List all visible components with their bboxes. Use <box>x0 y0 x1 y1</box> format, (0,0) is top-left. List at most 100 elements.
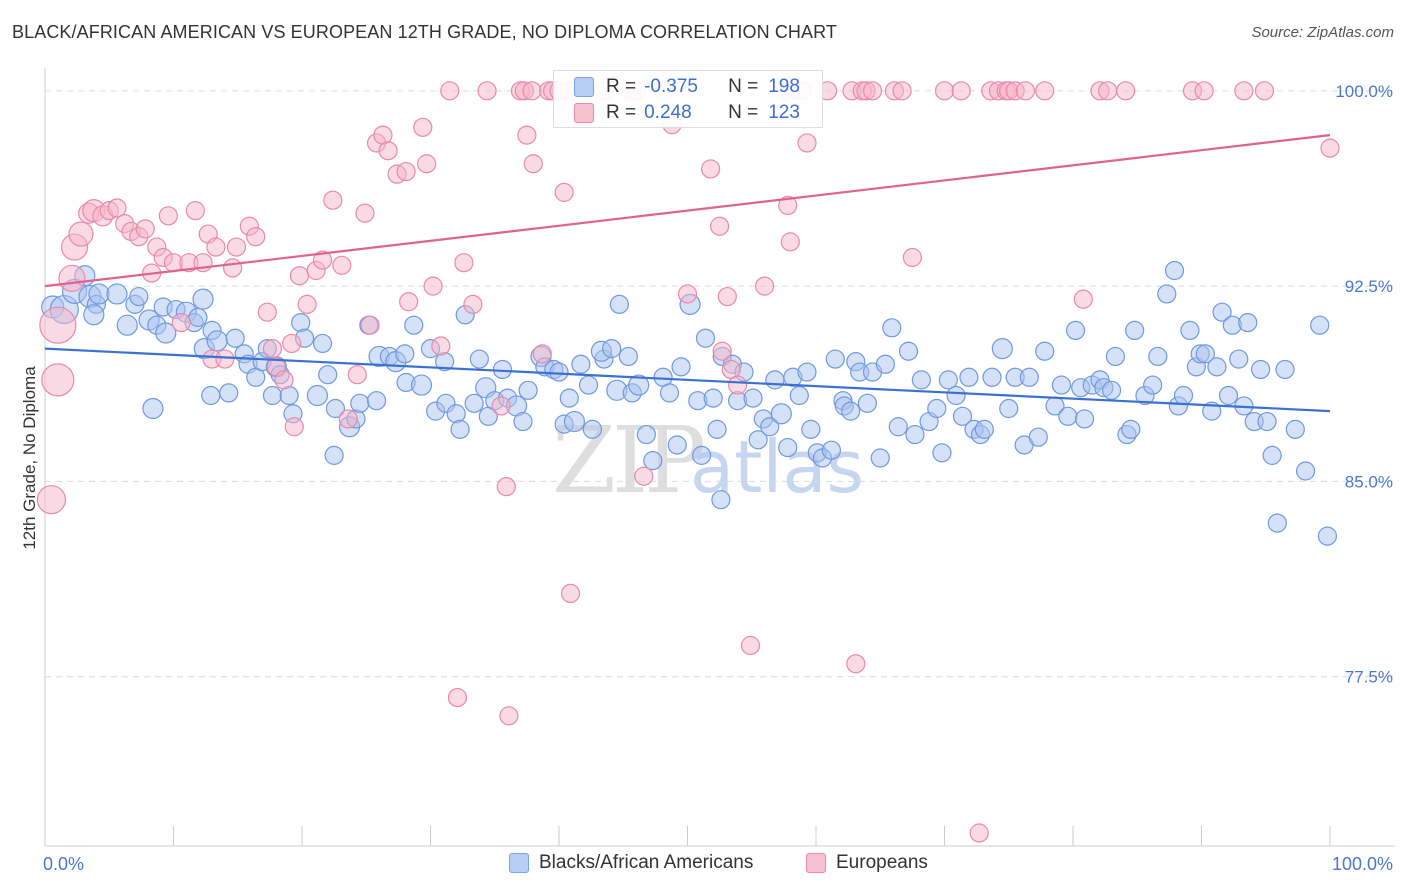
blacks-point <box>1035 341 1055 361</box>
europeans-point <box>417 154 437 174</box>
europeans-point <box>532 344 552 364</box>
blacks-point <box>857 393 878 413</box>
europeans-point <box>1194 81 1214 101</box>
europeans-point <box>246 227 266 247</box>
europeans-point <box>454 253 474 273</box>
blacks-point <box>549 362 569 382</box>
europeans-point <box>58 264 86 292</box>
blacks-point <box>324 445 344 465</box>
blacks-point <box>325 398 346 419</box>
europeans-point <box>185 201 205 221</box>
europeans-point <box>1073 289 1093 309</box>
blacks-point <box>743 388 763 408</box>
blacks-point <box>262 385 283 406</box>
blacks-point <box>748 430 768 450</box>
blacks-point <box>952 406 973 426</box>
europeans-point <box>215 349 235 369</box>
europeans-swatch <box>574 103 594 123</box>
europeans-point <box>284 417 304 437</box>
n-label: N = <box>728 76 759 97</box>
europeans-point <box>523 154 543 174</box>
blacks-r-value: -0.375 <box>644 76 698 97</box>
blacks-point <box>1058 406 1078 426</box>
axes <box>44 68 1395 847</box>
blacks-point <box>1173 385 1194 406</box>
r-label: R = <box>606 76 637 97</box>
europeans-point <box>969 823 989 843</box>
blacks-point <box>825 349 845 369</box>
europeans-point <box>297 294 317 314</box>
europeans-point <box>1035 81 1055 101</box>
blacks-point <box>88 283 110 305</box>
n-label: N = <box>728 102 759 123</box>
europeans-point <box>423 276 443 296</box>
europeans-point <box>396 161 416 182</box>
europeans-point <box>740 635 761 656</box>
europeans-point <box>710 216 730 236</box>
blacks-point <box>1065 320 1086 341</box>
blacks-point <box>991 338 1013 360</box>
europeans-point <box>262 339 283 359</box>
blacks-point <box>1262 445 1282 465</box>
stats-box: R = -0.375 N = 198 R = 0.248 N = 123 <box>553 70 823 128</box>
blacks-point <box>875 354 895 374</box>
blacks-point <box>571 354 591 374</box>
blacks-point <box>578 375 599 395</box>
blacks-point <box>318 365 338 385</box>
stats-row-blacks: R = -0.375 N = 198 <box>574 75 800 99</box>
blacks-point <box>464 393 484 413</box>
legend-label-europeans: Europeans <box>836 852 928 873</box>
r-label: R = <box>606 102 637 123</box>
blacks-point <box>188 307 208 327</box>
europeans-point <box>712 341 732 361</box>
blacks-point <box>870 448 890 468</box>
blacks-point <box>513 411 533 432</box>
blacks-point <box>927 398 947 419</box>
blacks-point <box>1164 260 1185 281</box>
blacks-n-value: 198 <box>768 76 800 97</box>
blacks-point <box>225 328 245 348</box>
europeans-point <box>1116 81 1136 101</box>
europeans-point <box>226 237 247 257</box>
y-tick-labels: 77.5% 85.0% 92.5% 100.0% <box>1335 82 1393 687</box>
europeans-point <box>68 221 94 247</box>
blacks-point <box>116 314 138 336</box>
blacks-point <box>974 419 994 439</box>
blacks-point <box>1028 427 1048 447</box>
europeans-point <box>323 190 343 210</box>
europeans-point <box>554 182 574 202</box>
europeans-point <box>717 286 737 307</box>
europeans-point <box>289 266 310 286</box>
blacks-point <box>129 286 149 307</box>
blacks-point <box>350 393 370 413</box>
legend-swatch-blacks <box>509 853 529 873</box>
y-tick-label: 100.0% <box>1335 82 1393 101</box>
europeans-point <box>257 302 277 322</box>
blacks-point <box>1267 513 1287 533</box>
blacks-point <box>1285 419 1305 439</box>
europeans-point <box>355 203 375 223</box>
blacks-point <box>559 388 579 408</box>
blacks-point <box>932 443 952 463</box>
europeans-point <box>347 365 367 385</box>
blacks-point <box>671 357 691 377</box>
y-tick-label: 92.5% <box>1345 277 1393 296</box>
blacks-point <box>628 374 650 396</box>
blacks-point <box>291 312 311 333</box>
europeans-point <box>1234 81 1254 101</box>
legend-item-blacks[interactable]: Blacks/African Americans <box>509 852 753 874</box>
blacks-point <box>938 370 958 390</box>
blacks-point <box>1019 367 1039 387</box>
blacks-point <box>1238 312 1258 333</box>
blacks-point <box>882 318 902 338</box>
europeans-point <box>360 315 380 335</box>
blacks-point <box>821 440 842 460</box>
trend-lines <box>44 134 1331 413</box>
y-axis-title: 12th Grade, No Diploma <box>20 366 39 550</box>
europeans-point <box>902 247 922 268</box>
europeans-point <box>951 81 971 101</box>
blacks-point <box>312 333 333 354</box>
europeans-trend-line <box>44 134 1331 288</box>
legend-item-europeans[interactable]: Europeans <box>806 852 928 874</box>
blacks-point <box>563 410 586 433</box>
